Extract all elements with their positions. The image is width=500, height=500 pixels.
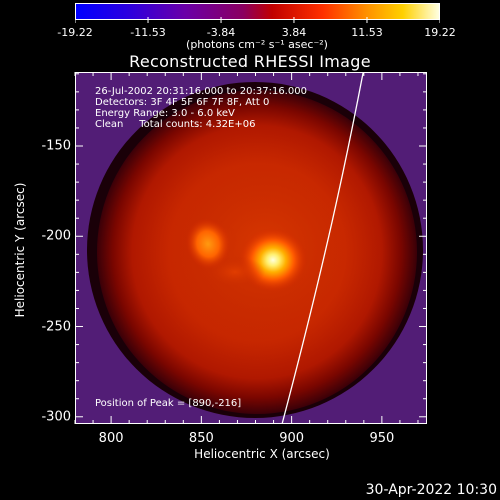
rhessi-image: 26-Jul-2002 20:31:16.000 to 20:37:16.000… (75, 72, 427, 424)
info-line: 26-Jul-2002 20:31:16.000 to 20:37:16.000 (95, 86, 307, 97)
peak-position-label: Position of Peak = [890,-216] (95, 398, 242, 409)
plot-title: Reconstructed RHESSI Image (129, 52, 371, 71)
colorbar (75, 3, 440, 20)
y-tick-label: -150 (41, 138, 71, 154)
x-tick-label: 900 (279, 431, 305, 446)
colorbar-tick-label: -19.22 (57, 26, 93, 39)
info-line: Clean Total counts: 4.32E+06 (95, 119, 256, 130)
colorbar-tick-label: 3.84 (281, 26, 307, 39)
y-tick-label: -200 (41, 228, 71, 244)
colorbar-ticks (75, 17, 440, 23)
x-tick-label: 850 (188, 431, 214, 446)
limb-line (281, 72, 364, 424)
colorbar-tick-label: 11.53 (351, 26, 383, 39)
y-tick-label: -250 (41, 319, 71, 335)
colorbar-tick-label: -11.53 (130, 26, 166, 39)
colorbar-tick-label: 19.22 (424, 26, 456, 39)
info-line: Detectors: 3F 4F 5F 6F 7F 8F, Att 0 (95, 97, 270, 108)
timestamp: 30-Apr-2022 10:30 (365, 482, 497, 498)
y-axis-label: Heliocentric Y (arcsec) (13, 182, 27, 318)
colorbar-units: (photons cm⁻² s⁻¹ asec⁻²) (186, 38, 328, 51)
colorbar-tick-label: -3.84 (206, 26, 236, 39)
x-tick-label: 800 (98, 431, 124, 446)
y-tick-label: -300 (41, 409, 71, 425)
x-tick-label: 950 (369, 431, 395, 446)
image-canvas (75, 72, 427, 424)
info-line: Energy Range: 3.0 - 6.0 keV (95, 108, 235, 119)
x-axis-label: Heliocentric X (arcsec) (194, 447, 330, 461)
